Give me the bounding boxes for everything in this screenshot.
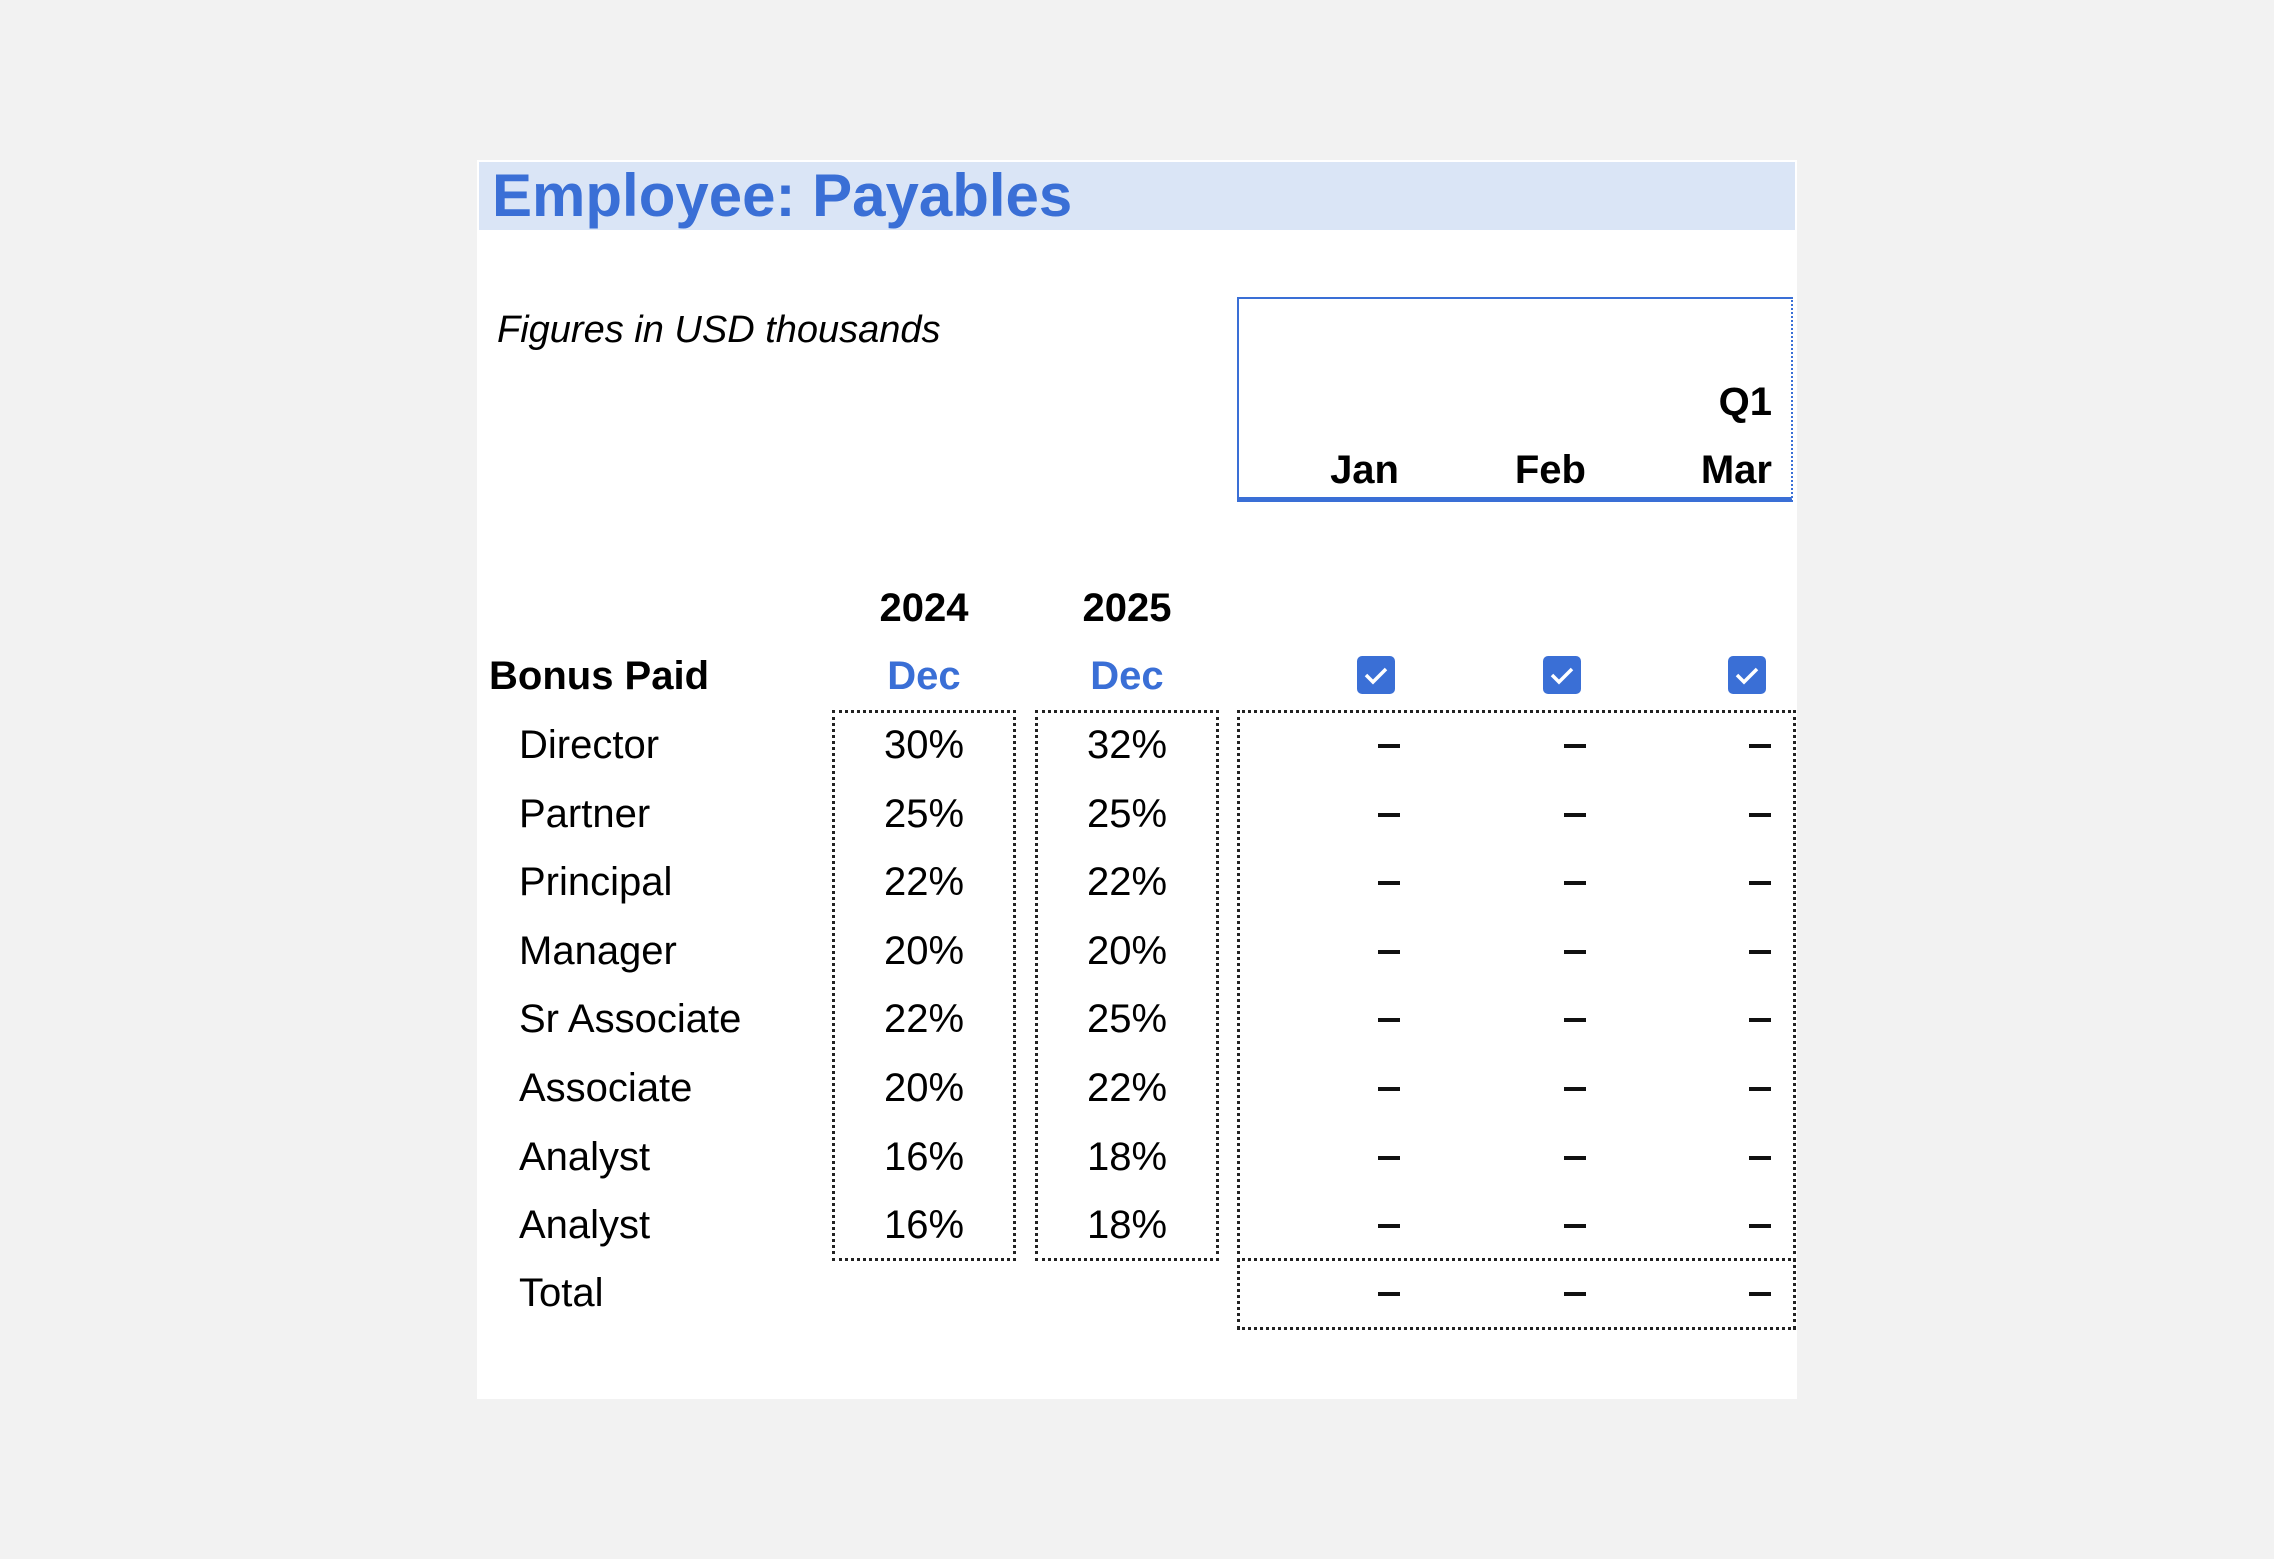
check-icon — [1364, 667, 1388, 685]
month-header-feb[interactable]: Feb — [1514, 448, 1586, 492]
cell-2024[interactable]: 16% — [883, 1135, 965, 1179]
cell-2024[interactable]: 30% — [883, 723, 965, 767]
cell-2024[interactable]: 22% — [883, 860, 965, 904]
cell-2025[interactable]: 22% — [1086, 860, 1168, 904]
row-label: Analyst — [519, 1203, 651, 1247]
cell-month-jan-dash[interactable] — [1378, 813, 1400, 817]
cell-2025[interactable]: 20% — [1086, 929, 1168, 973]
check-icon — [1550, 667, 1574, 685]
checkbox-mar[interactable] — [1728, 656, 1766, 694]
cell-month-feb-dash[interactable] — [1564, 1224, 1586, 1228]
total-month-feb-dash[interactable] — [1564, 1292, 1586, 1296]
cell-2024[interactable]: 25% — [883, 792, 965, 836]
period-header-box — [1237, 297, 1793, 502]
cell-month-feb-dash[interactable] — [1564, 1156, 1586, 1160]
cell-2025[interactable]: 18% — [1086, 1135, 1168, 1179]
total-label: Total — [519, 1271, 604, 1315]
cell-month-jan-dash[interactable] — [1378, 1018, 1400, 1022]
row-label: Manager — [519, 929, 677, 973]
row-label: Partner — [519, 792, 651, 836]
row-label: Director — [519, 723, 660, 767]
cell-month-feb-dash[interactable] — [1564, 1018, 1586, 1022]
cell-month-jan-dash[interactable] — [1378, 1156, 1400, 1160]
cell-month-jan-dash[interactable] — [1378, 950, 1400, 954]
row-label: Sr Associate — [519, 997, 742, 1041]
cell-month-feb-dash[interactable] — [1564, 813, 1586, 817]
cell-2024[interactable]: 20% — [883, 929, 965, 973]
section-label-bonus-paid: Bonus Paid — [489, 654, 710, 698]
cell-month-mar-dash[interactable] — [1749, 1156, 1771, 1160]
year-header-2024: 2024 — [879, 586, 969, 630]
cell-month-mar-dash[interactable] — [1749, 1224, 1771, 1228]
cell-month-mar-dash[interactable] — [1749, 881, 1771, 885]
monthly-range — [1237, 710, 1796, 1261]
cell-month-jan-dash[interactable] — [1378, 1087, 1400, 1091]
checkbox-jan[interactable] — [1357, 656, 1395, 694]
cell-month-mar-dash[interactable] — [1749, 813, 1771, 817]
input-range-2024 — [832, 710, 1016, 1261]
title-band — [479, 162, 1795, 230]
cell-month-jan-dash[interactable] — [1378, 1224, 1400, 1228]
total-month-mar-dash[interactable] — [1749, 1292, 1771, 1296]
month-header-mar[interactable]: Mar — [1700, 448, 1772, 492]
row-label: Principal — [519, 860, 673, 904]
cell-month-jan-dash[interactable] — [1378, 881, 1400, 885]
cell-2025[interactable]: 25% — [1086, 997, 1168, 1041]
cell-2025[interactable]: 32% — [1086, 723, 1168, 767]
total-month-jan-dash[interactable] — [1378, 1292, 1400, 1296]
cell-2024[interactable]: 22% — [883, 997, 965, 1041]
year-month-2025: Dec — [1090, 654, 1164, 698]
units-note: Figures in USD thousands — [497, 309, 941, 351]
row-label: Associate — [519, 1066, 693, 1110]
quarter-label: Q1 — [1718, 380, 1772, 424]
cell-2025[interactable]: 18% — [1086, 1203, 1168, 1247]
input-range-2025 — [1035, 710, 1219, 1261]
month-header-jan[interactable]: Jan — [1330, 448, 1399, 492]
row-label: Analyst — [519, 1135, 651, 1179]
page-title: Employee: Payables — [492, 162, 1073, 229]
worksheet — [477, 160, 1797, 1399]
checkbox-feb[interactable] — [1543, 656, 1581, 694]
cell-month-mar-dash[interactable] — [1749, 1087, 1771, 1091]
year-header-2025: 2025 — [1082, 586, 1172, 630]
cell-month-jan-dash[interactable] — [1378, 744, 1400, 748]
cell-month-feb-dash[interactable] — [1564, 744, 1586, 748]
cell-month-feb-dash[interactable] — [1564, 950, 1586, 954]
cell-2025[interactable]: 25% — [1086, 792, 1168, 836]
cell-month-mar-dash[interactable] — [1749, 950, 1771, 954]
cell-month-mar-dash[interactable] — [1749, 1018, 1771, 1022]
cell-2024[interactable]: 20% — [883, 1066, 965, 1110]
check-icon — [1735, 667, 1759, 685]
cell-month-feb-dash[interactable] — [1564, 1087, 1586, 1091]
total-range — [1237, 1258, 1796, 1330]
cell-2025[interactable]: 22% — [1086, 1066, 1168, 1110]
cell-month-feb-dash[interactable] — [1564, 881, 1586, 885]
year-month-2024: Dec — [887, 654, 961, 698]
cell-month-mar-dash[interactable] — [1749, 744, 1771, 748]
cell-2024[interactable]: 16% — [883, 1203, 965, 1247]
